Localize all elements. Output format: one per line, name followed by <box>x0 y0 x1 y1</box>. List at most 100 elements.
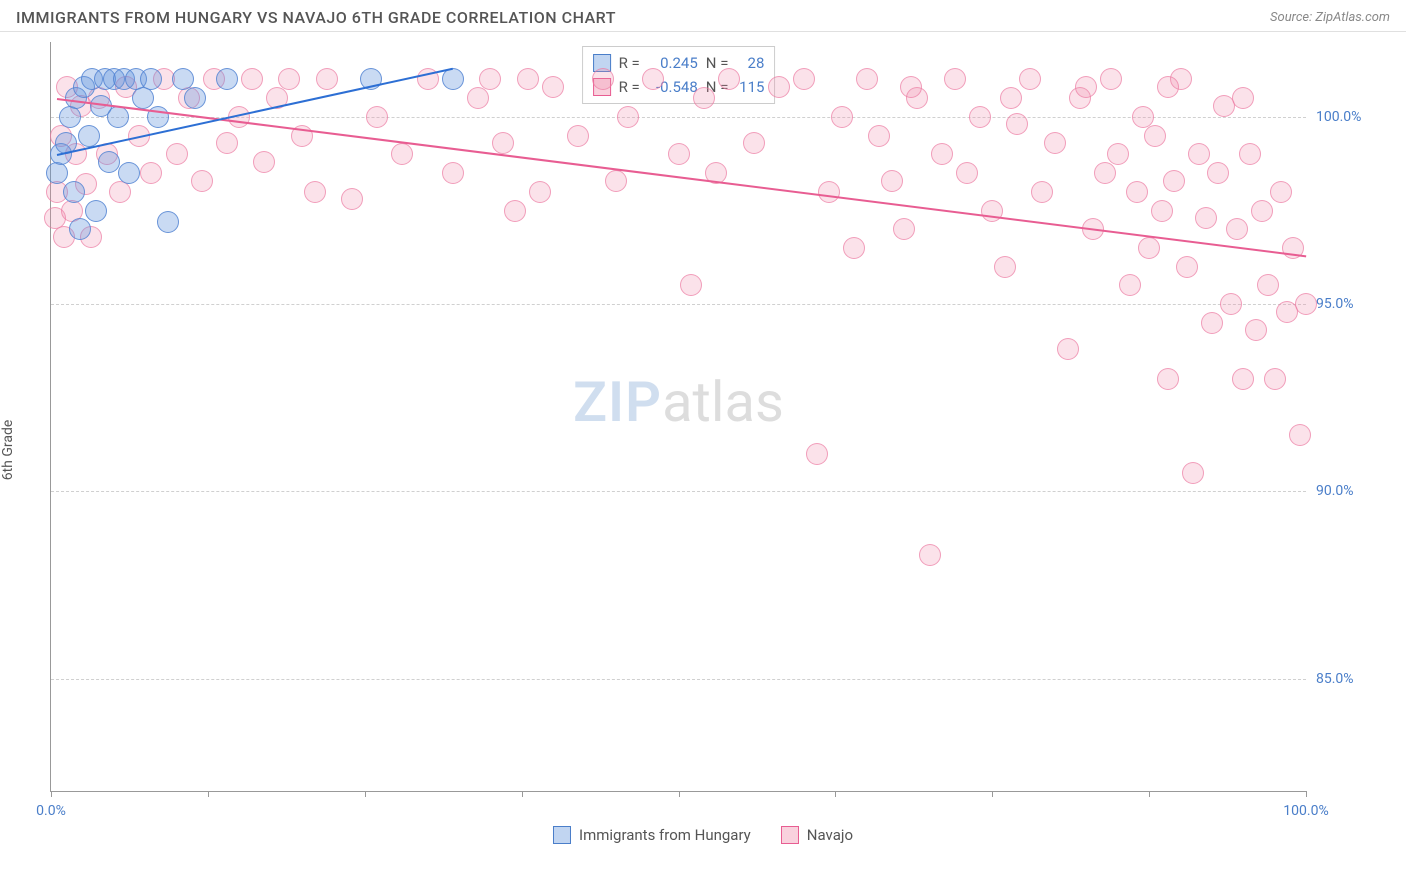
legend-swatch-blue-icon <box>553 826 571 844</box>
data-point-blue <box>157 211 179 233</box>
data-point-pink <box>1226 218 1248 240</box>
data-point-blue <box>69 218 91 240</box>
data-point-pink <box>1176 256 1198 278</box>
gridline-h <box>51 304 1306 305</box>
data-point-pink <box>1195 207 1217 229</box>
data-point-pink <box>592 68 614 90</box>
y-axis-label: 6th Grade <box>0 420 16 481</box>
data-point-pink <box>1251 200 1273 222</box>
data-point-pink <box>1100 68 1122 90</box>
data-point-blue <box>216 68 238 90</box>
data-point-pink <box>492 132 514 154</box>
data-point-pink <box>504 200 526 222</box>
data-point-pink <box>900 76 922 98</box>
legend-item-pink: Navajo <box>781 826 853 844</box>
chart-container: 6th Grade ZIPatlas R = 0.245 N = 28 R = … <box>0 32 1406 852</box>
data-point-pink <box>1126 181 1148 203</box>
chart-title: IMMIGRANTS FROM HUNGARY VS NAVAJO 6TH GR… <box>16 8 616 27</box>
data-point-pink <box>680 274 702 296</box>
data-point-blue <box>184 87 206 109</box>
data-point-pink <box>605 170 627 192</box>
data-point-pink <box>1245 319 1267 341</box>
data-point-pink <box>668 143 690 165</box>
series-legend: Immigrants from Hungary Navajo <box>553 826 853 844</box>
data-point-pink <box>617 106 639 128</box>
data-point-pink <box>856 68 878 90</box>
xtick-mark <box>1149 791 1150 797</box>
data-point-pink <box>241 68 263 90</box>
data-point-pink <box>517 68 539 90</box>
data-point-blue <box>78 125 100 147</box>
data-point-blue <box>140 68 162 90</box>
data-point-pink <box>1232 87 1254 109</box>
data-point-pink <box>1094 162 1116 184</box>
data-point-pink <box>893 218 915 240</box>
data-point-pink <box>956 162 978 184</box>
data-point-pink <box>567 125 589 147</box>
data-point-blue <box>132 87 154 109</box>
data-point-pink <box>1207 162 1229 184</box>
data-point-pink <box>919 544 941 566</box>
watermark: ZIPatlas <box>573 369 784 435</box>
xtick-mark <box>208 791 209 797</box>
data-point-pink <box>1019 68 1041 90</box>
data-point-pink <box>1138 237 1160 259</box>
data-point-pink <box>1075 76 1097 98</box>
data-point-pink <box>718 68 740 90</box>
r-label: R = <box>619 51 640 75</box>
data-point-pink <box>1119 274 1141 296</box>
r-label: R = <box>619 75 640 99</box>
watermark-zip: ZIP <box>573 369 662 435</box>
xtick-mark <box>1306 791 1307 797</box>
xtick-mark <box>835 791 836 797</box>
data-point-pink <box>216 132 238 154</box>
data-point-pink <box>693 87 715 109</box>
data-point-pink <box>1257 274 1279 296</box>
data-point-pink <box>868 125 890 147</box>
data-point-pink <box>1232 368 1254 390</box>
xtick-mark <box>365 791 366 797</box>
xtick-mark <box>679 791 680 797</box>
data-point-pink <box>1163 170 1185 192</box>
data-point-blue <box>63 181 85 203</box>
data-point-pink <box>341 188 363 210</box>
data-point-pink <box>1057 338 1079 360</box>
xtick-label: 100.0% <box>1283 803 1328 819</box>
data-point-pink <box>818 181 840 203</box>
data-point-pink <box>1289 424 1311 446</box>
data-point-pink <box>831 106 853 128</box>
data-point-pink <box>253 151 275 173</box>
regression-line-pink <box>57 98 1306 257</box>
data-point-pink <box>768 76 790 98</box>
chart-header: IMMIGRANTS FROM HUNGARY VS NAVAJO 6TH GR… <box>0 0 1406 32</box>
data-point-pink <box>442 162 464 184</box>
data-point-pink <box>806 443 828 465</box>
xtick-label: 0.0% <box>36 803 66 819</box>
ytick-label: 85.0% <box>1316 671 1376 687</box>
data-point-pink <box>969 106 991 128</box>
data-point-pink <box>1006 113 1028 135</box>
data-point-pink <box>1270 181 1292 203</box>
n-value-blue: 28 <box>736 51 764 75</box>
data-point-pink <box>1295 293 1317 315</box>
data-point-pink <box>1220 293 1242 315</box>
data-point-pink <box>944 68 966 90</box>
data-point-pink <box>1157 76 1179 98</box>
data-point-pink <box>1201 312 1223 334</box>
data-point-blue <box>118 162 140 184</box>
data-point-pink <box>140 162 162 184</box>
legend-label-pink: Navajo <box>807 826 853 844</box>
data-point-pink <box>191 170 213 192</box>
data-point-pink <box>1000 87 1022 109</box>
data-point-pink <box>743 132 765 154</box>
data-point-pink <box>109 181 131 203</box>
data-point-pink <box>1264 368 1286 390</box>
watermark-atlas: atlas <box>662 369 784 435</box>
source-label: Source: ZipAtlas.com <box>1270 10 1390 25</box>
data-point-pink <box>1188 143 1210 165</box>
data-point-pink <box>881 170 903 192</box>
data-point-pink <box>316 68 338 90</box>
data-point-pink <box>1239 143 1261 165</box>
data-point-blue <box>98 151 120 173</box>
legend-item-blue: Immigrants from Hungary <box>553 826 751 844</box>
